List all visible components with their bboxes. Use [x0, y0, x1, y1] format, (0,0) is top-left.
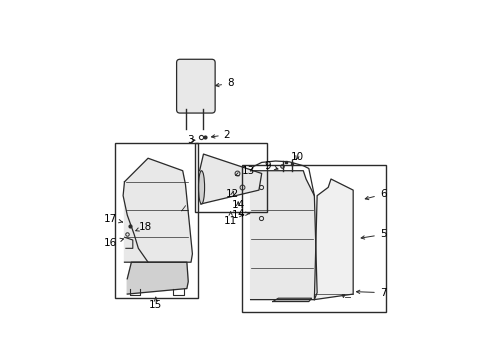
Text: 6: 6	[365, 189, 386, 200]
Text: 15: 15	[149, 297, 162, 310]
Polygon shape	[272, 298, 311, 302]
Text: 5: 5	[361, 229, 386, 239]
Polygon shape	[199, 154, 261, 204]
Text: 14: 14	[231, 201, 244, 210]
Bar	[242, 165, 386, 312]
Polygon shape	[314, 179, 352, 300]
Text: 2: 2	[211, 130, 230, 140]
Text: 13: 13	[235, 166, 254, 176]
Polygon shape	[250, 171, 317, 300]
Text: 3: 3	[187, 135, 195, 145]
Ellipse shape	[198, 171, 204, 204]
Text: 10: 10	[290, 152, 303, 162]
Text: 8: 8	[215, 78, 233, 89]
Text: 17: 17	[103, 214, 122, 224]
Bar	[195, 143, 267, 212]
Text: 16: 16	[103, 238, 123, 248]
Polygon shape	[127, 262, 188, 294]
Polygon shape	[124, 158, 192, 262]
Bar	[115, 143, 198, 298]
Text: 9: 9	[264, 161, 277, 171]
Text: 7: 7	[356, 288, 386, 298]
Text: 12: 12	[225, 189, 239, 199]
Text: 1: 1	[231, 210, 243, 220]
Text: 4: 4	[237, 209, 249, 219]
Text: 11: 11	[224, 212, 237, 226]
FancyBboxPatch shape	[176, 59, 215, 113]
Text: 18: 18	[136, 222, 152, 232]
